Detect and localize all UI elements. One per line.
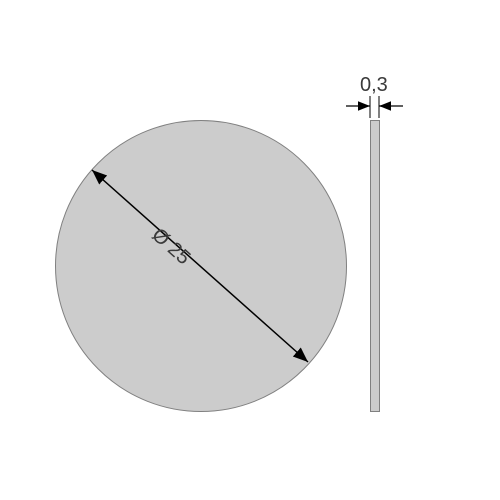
technical-drawing: { "type": "engineering-dimension-drawing… <box>0 0 500 500</box>
thickness-dimension <box>0 0 500 500</box>
thickness-label: 0,3 <box>360 74 388 97</box>
